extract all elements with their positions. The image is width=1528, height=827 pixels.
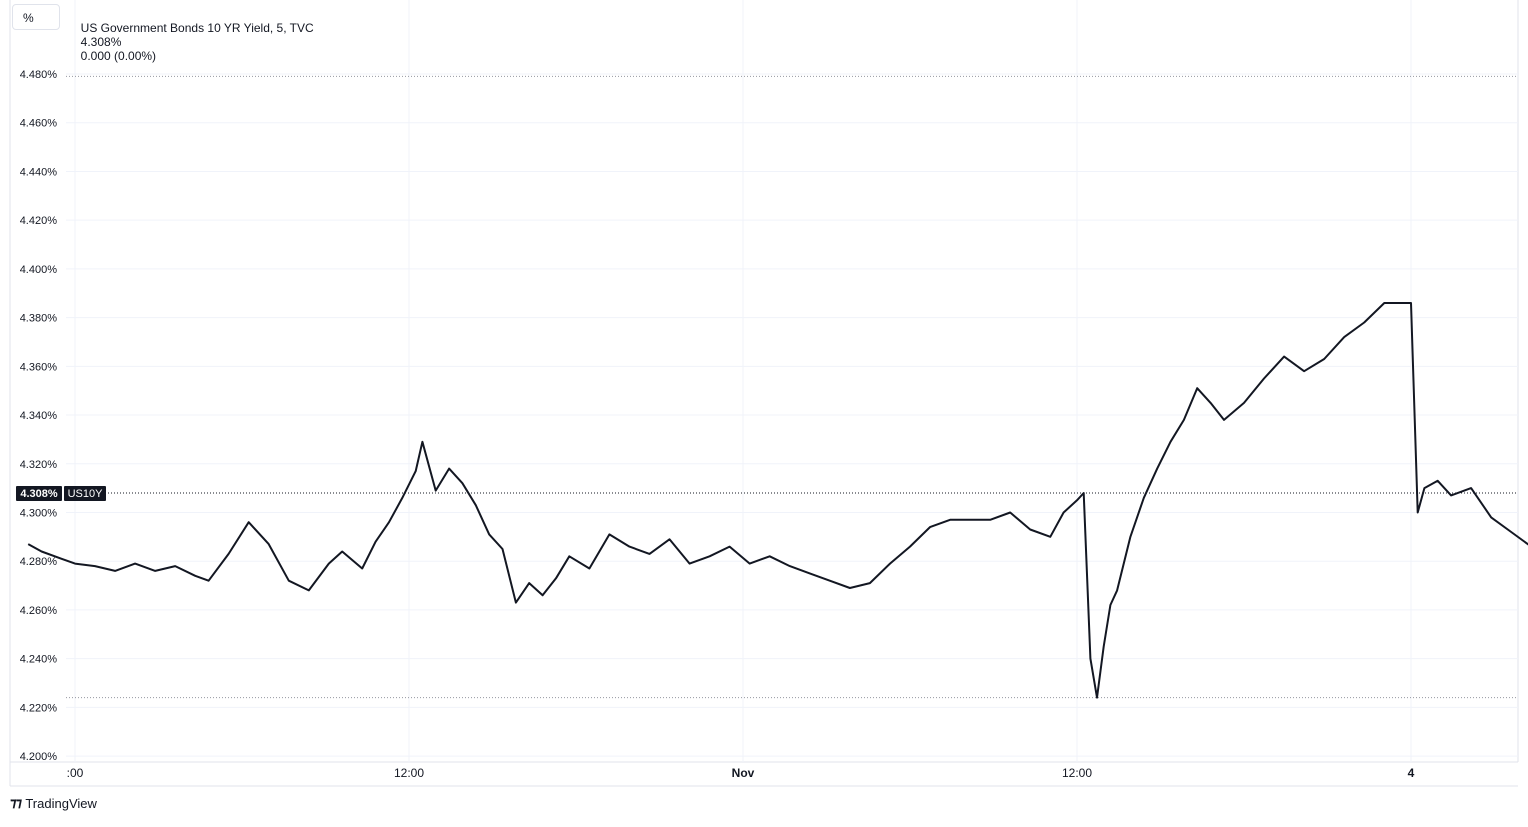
y-tick-label: 4.380% (20, 313, 58, 325)
y-tick-label: 4.200% (20, 751, 58, 763)
y-tick-label: 4.260% (20, 605, 58, 617)
y-tick-label: 4.420% (20, 215, 58, 227)
price-badge-bg (16, 485, 62, 501)
y-tick-label: 4.480% (20, 69, 58, 81)
series-line-us10y (27, 302, 1528, 699)
price-badge-value: 4.308% (20, 488, 58, 500)
tradingview-logo-icon: ⁊⁊ (10, 795, 22, 810)
x-tick-label: 4 (1408, 766, 1415, 780)
y-tick-label: 4.320% (20, 459, 58, 471)
y-tick-label: 4.240% (20, 654, 58, 666)
x-tick-label: :00 (67, 766, 84, 780)
series-legend[interactable]: US Government Bonds 10 YR Yield, 5, TVC … (74, 7, 318, 63)
grid-layer (9, 0, 1519, 787)
y-tick-label: 4.400% (20, 264, 58, 276)
x-tick-label: 12:00 (1062, 766, 1092, 780)
y-tick-label: 4.280% (20, 556, 58, 568)
reference-lines (66, 75, 1518, 699)
y-tick-label: 4.300% (20, 507, 58, 519)
ticker-badge-label: US10Y (68, 488, 104, 500)
last-value: 4.308% (80, 35, 122, 49)
x-tick-label: Nov (732, 766, 755, 780)
symbol-title: US Government Bonds 10 YR Yield, 5, TVC (80, 21, 314, 35)
y-tick-label: 4.440% (20, 166, 58, 178)
x-tick-label: 12:00 (394, 766, 424, 780)
y-axis: 4.480% 4.460% 4.440% 4.420% 4.400% 4.380% 4.36… (20, 69, 58, 763)
y-tick-label: 4.340% (20, 410, 58, 422)
change-value: 0.000 (0.00%) (80, 49, 157, 63)
ticker-badge-bg (64, 485, 106, 501)
series-layer (27, 302, 1528, 699)
brand-name: TradingView (25, 795, 97, 811)
price-badge-layer: 4.308% US10Y (16, 485, 106, 501)
unit-label: % (23, 11, 34, 25)
y-tick-label: 4.360% (20, 361, 58, 373)
y-tick-label: 4.460% (20, 118, 58, 130)
tradingview-brand[interactable]: ⁊⁊ TradingView (10, 795, 97, 811)
unit-selector[interactable]: % (12, 4, 60, 30)
x-axis: :0012:00Nov12:004512:00612:00712:00812:0… (67, 766, 1415, 780)
y-tick-label: 4.220% (20, 702, 58, 714)
